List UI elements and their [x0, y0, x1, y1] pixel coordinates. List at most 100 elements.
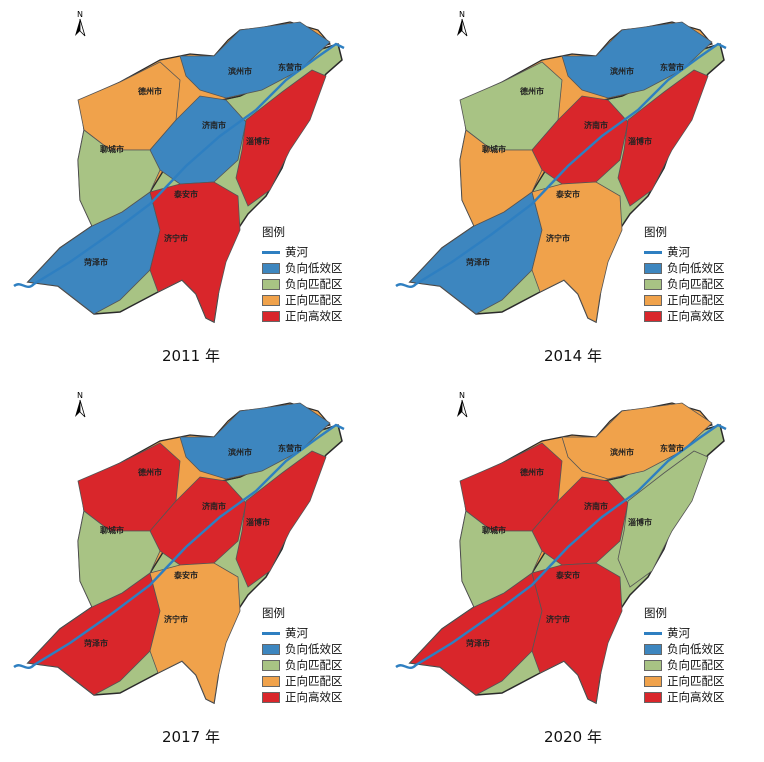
year-label: 2017 年 — [162, 728, 220, 746]
city-label-taian: 泰安市 — [555, 570, 580, 580]
svg-text:N: N — [459, 391, 465, 400]
city-label-heze: 菏泽市 — [466, 257, 490, 267]
legend-item-class: 正向高效区 — [262, 308, 343, 324]
city-label-zibo: 淄博市 — [628, 517, 652, 527]
city-label-taian: 泰安市 — [173, 189, 198, 199]
year-label: 2011 年 — [162, 347, 220, 365]
city-label-jinan: 济南市 — [584, 501, 608, 511]
legend-item-class: 正向匹配区 — [644, 292, 725, 308]
zone-w — [77, 510, 161, 608]
legend-item-class: 负向匹配区 — [262, 276, 343, 292]
city-label-liaocheng: 聊城市 — [482, 144, 506, 154]
year-label: 2014 年 — [544, 347, 602, 365]
legend-item-class: 负向匹配区 — [644, 657, 725, 673]
city-label-jining: 济宁市 — [164, 233, 188, 243]
zone-se — [235, 69, 327, 207]
zone-mid — [531, 95, 629, 185]
svg-text:N: N — [459, 10, 465, 19]
svg-text:N: N — [77, 10, 83, 19]
map-legend: 图例黄河 负向低效区 负向匹配区 正向匹配区 正向高效区 — [262, 605, 343, 705]
city-label-jinan: 济南市 — [584, 120, 608, 130]
zone-w — [77, 129, 161, 227]
city-label-heze: 菏泽市 — [84, 257, 108, 267]
legend-item-class: 正向匹配区 — [262, 673, 343, 689]
legend-item-river: 黄河 — [262, 244, 343, 260]
legend-title: 图例 — [262, 225, 285, 239]
zone-w — [459, 510, 543, 608]
zone-se — [617, 69, 709, 207]
city-label-jining: 济宁市 — [546, 233, 570, 243]
city-label-dongying: 东营市 — [660, 443, 684, 453]
legend-title: 图例 — [262, 606, 285, 620]
map-panel-2020: 滨州市 东营市德州市济南市淄博市聊城市泰安市济宁市菏泽市 N 图例黄河 负向低效区 负向匹… — [382, 381, 764, 762]
north-arrow-icon: N — [70, 8, 90, 42]
north-arrow-icon: N — [452, 389, 472, 423]
map-legend: 图例黄河 负向低效区 负向匹配区 正向匹配区 正向高效区 — [644, 605, 725, 705]
city-label-zibo: 淄博市 — [628, 136, 652, 146]
legend-item-class: 正向高效区 — [644, 689, 725, 705]
year-label: 2020 年 — [544, 728, 602, 746]
legend-item-river: 黄河 — [644, 244, 725, 260]
zone-sc — [531, 562, 623, 704]
map-panel-2017: 滨州市 东营市 德州市 济南市 淄博市 聊城市 泰安市 济宁市 菏泽市 N 图例 黄河 负向低效区 负向匹… — [0, 381, 382, 762]
legend-item-class: 负向低效区 — [644, 641, 725, 657]
north-arrow-icon: N — [452, 8, 472, 42]
map-legend: 图例黄河 负向低效区 负向匹配区 正向匹配区 正向高效区 — [262, 224, 343, 324]
legend-item-class: 正向匹配区 — [644, 673, 725, 689]
yellow-river-line — [13, 423, 345, 670]
legend-item-class: 负向低效区 — [262, 260, 343, 276]
zone-se — [235, 450, 327, 588]
zone-mid — [149, 476, 247, 566]
city-label-liaocheng: 聊城市 — [100, 144, 124, 154]
city-label-dezhou: 德州市 — [138, 86, 162, 96]
city-label-dongying: 东营市 — [278, 443, 302, 453]
legend-title: 图例 — [644, 606, 667, 620]
city-label-jining: 济宁市 — [164, 614, 188, 624]
zone-mid — [531, 476, 629, 566]
legend-item-river: 黄河 — [262, 625, 343, 641]
city-label-liaocheng: 聊城市 — [100, 525, 124, 535]
city-label-jinan: 济南市 — [202, 120, 226, 130]
legend-item-class: 正向高效区 — [262, 689, 343, 705]
legend-title: 图例 — [644, 225, 667, 239]
legend-item-class: 负向匹配区 — [262, 657, 343, 673]
zone-sc — [149, 562, 241, 704]
legend-item-river: 黄河 — [644, 625, 725, 641]
legend-item-class: 负向匹配区 — [644, 276, 725, 292]
city-label-binzhou: 滨州市 — [610, 66, 634, 76]
city-label-heze: 菏泽市 — [84, 638, 108, 648]
city-label-taian: 泰安市 — [173, 570, 198, 580]
city-label-binzhou: 滨州市 — [228, 447, 252, 457]
city-label-liaocheng: 聊城市 — [482, 525, 506, 535]
zone-mid — [149, 95, 247, 185]
zone-w — [459, 129, 543, 227]
city-label-binzhou: 滨州市 — [610, 447, 634, 457]
city-label-heze: 菏泽市 — [466, 638, 490, 648]
city-label-zibo: 淄博市 — [246, 136, 270, 146]
map-legend: 图例黄河 负向低效区 负向匹配区 正向匹配区 正向高效区 — [644, 224, 725, 324]
zone-se — [617, 450, 709, 588]
legend-item-class: 负向低效区 — [644, 260, 725, 276]
city-label-binzhou: 滨州市 — [228, 66, 252, 76]
yellow-river-line — [395, 42, 727, 289]
city-label-jining: 济宁市 — [546, 614, 570, 624]
city-label-dongying: 东营市 — [660, 62, 684, 72]
city-label-jinan: 济南市 — [202, 501, 226, 511]
city-label-zibo: 淄博市 — [246, 517, 270, 527]
legend-item-class: 正向匹配区 — [262, 292, 343, 308]
city-label-dezhou: 德州市 — [520, 467, 544, 477]
map-panel-2014: 滨州市 东营市 德州市 济南市 淄博市 聊城市 泰安市 济宁市 菏泽市 N 图例 黄河 负向低效区 负向匹… — [382, 0, 764, 381]
legend-item-class: 负向低效区 — [262, 641, 343, 657]
zone-sc — [149, 181, 241, 323]
zone-sc — [531, 181, 623, 323]
yellow-river-line — [395, 423, 727, 670]
svg-text:N: N — [77, 391, 83, 400]
city-label-dongying: 东营市 — [278, 62, 302, 72]
legend-item-class: 正向高效区 — [644, 308, 725, 324]
city-label-dezhou: 德州市 — [520, 86, 544, 96]
yellow-river-line — [13, 42, 345, 289]
